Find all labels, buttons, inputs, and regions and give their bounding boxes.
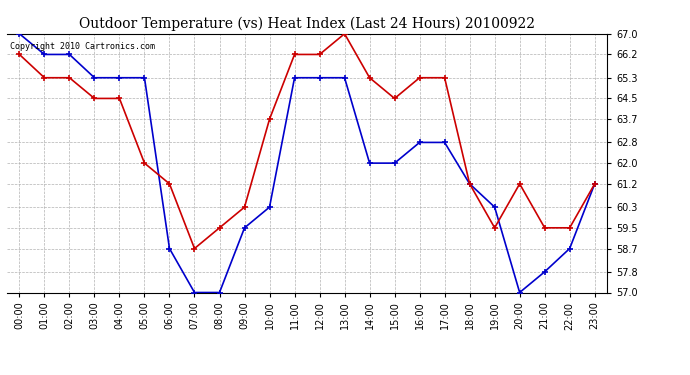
Text: Copyright 2010 Cartronics.com: Copyright 2010 Cartronics.com <box>10 42 155 51</box>
Title: Outdoor Temperature (vs) Heat Index (Last 24 Hours) 20100922: Outdoor Temperature (vs) Heat Index (Las… <box>79 17 535 31</box>
